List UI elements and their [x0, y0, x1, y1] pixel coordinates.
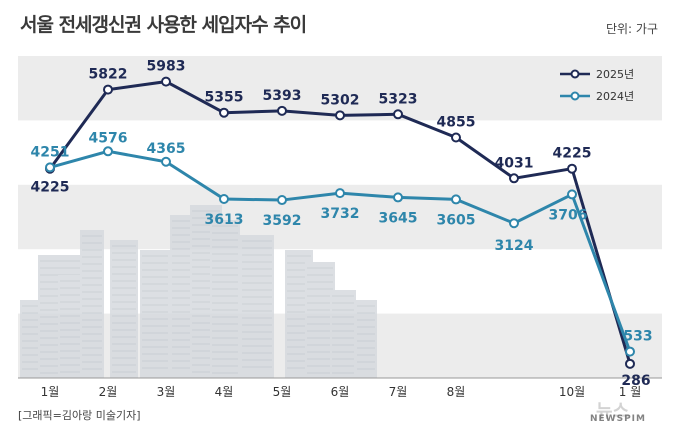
x-tick-label: 3월 — [157, 385, 176, 399]
x-tick-label: 1 월 — [619, 385, 642, 399]
building-tower — [58, 275, 82, 378]
data-point — [625, 346, 635, 357]
data-point — [103, 84, 113, 95]
data-label: 4855 — [437, 114, 476, 130]
data-point — [567, 189, 577, 200]
watermark-subtext: NEWSPIM — [590, 414, 646, 424]
data-label: 5393 — [263, 88, 302, 104]
data-point — [335, 110, 345, 121]
x-tick-label: 2월 — [99, 385, 118, 399]
legend-label: 2024년 — [596, 90, 634, 103]
data-label: 4225 — [553, 146, 592, 162]
data-point — [451, 132, 461, 143]
building-tower — [140, 250, 170, 378]
data-label: 5822 — [89, 67, 128, 83]
data-label: 533 — [623, 329, 652, 345]
data-point — [393, 192, 403, 203]
building-tower — [210, 220, 240, 378]
building-tower — [80, 230, 104, 378]
data-label: 3124 — [495, 238, 534, 254]
x-tick-label: 6월 — [331, 385, 350, 399]
data-label: 5983 — [147, 59, 186, 75]
data-point — [509, 173, 519, 184]
data-label: 4576 — [89, 130, 128, 146]
legend-marker — [570, 69, 580, 79]
building-tower — [240, 235, 274, 378]
data-point — [567, 163, 577, 174]
data-point — [451, 194, 461, 205]
data-point — [335, 188, 345, 199]
data-point — [45, 162, 55, 173]
watermark-logo: 뉴스 — [596, 401, 630, 422]
x-tick-label: 8월 — [447, 385, 466, 399]
data-point — [393, 109, 403, 120]
building-tower — [330, 290, 356, 378]
data-label: 4365 — [147, 141, 186, 157]
apartment-buildings-illustration — [20, 205, 377, 378]
data-label: 3645 — [379, 210, 418, 226]
data-label: 4251 — [31, 144, 70, 160]
data-point — [103, 146, 113, 157]
data-label: 5355 — [205, 90, 244, 106]
x-tick-label: 5월 — [273, 385, 292, 399]
x-tick-label: 10월 — [559, 385, 585, 399]
data-point — [161, 76, 171, 87]
graphic-credit: [그래픽=김아랑 미술기자] — [18, 409, 141, 422]
data-label: 286 — [621, 373, 650, 389]
unit-label: 단위: 가구 — [605, 22, 658, 36]
data-point — [219, 194, 229, 205]
data-label: 4225 — [31, 180, 70, 196]
data-point — [219, 107, 229, 118]
data-label: 5323 — [379, 91, 418, 107]
legend-label: 2025년 — [596, 68, 634, 81]
data-label: 3732 — [321, 206, 360, 222]
x-tick-label: 7월 — [389, 385, 408, 399]
data-label: 3592 — [263, 213, 302, 229]
data-label: 3613 — [205, 212, 244, 228]
data-point — [161, 156, 171, 167]
x-tick-label: 4월 — [215, 385, 234, 399]
data-label: 3605 — [437, 212, 476, 228]
x-tick-label: 1월 — [41, 385, 60, 399]
data-label: 5302 — [321, 92, 360, 108]
building-tower — [355, 300, 377, 378]
data-point — [277, 105, 287, 116]
data-point — [277, 195, 287, 206]
data-label: 3706 — [549, 207, 588, 223]
legend-marker — [570, 91, 580, 101]
chart-title: 서울 전세갱신권 사용한 세입자수 추이 — [20, 14, 307, 36]
data-point — [625, 358, 635, 369]
data-label: 4031 — [495, 155, 534, 171]
data-point — [509, 218, 519, 229]
